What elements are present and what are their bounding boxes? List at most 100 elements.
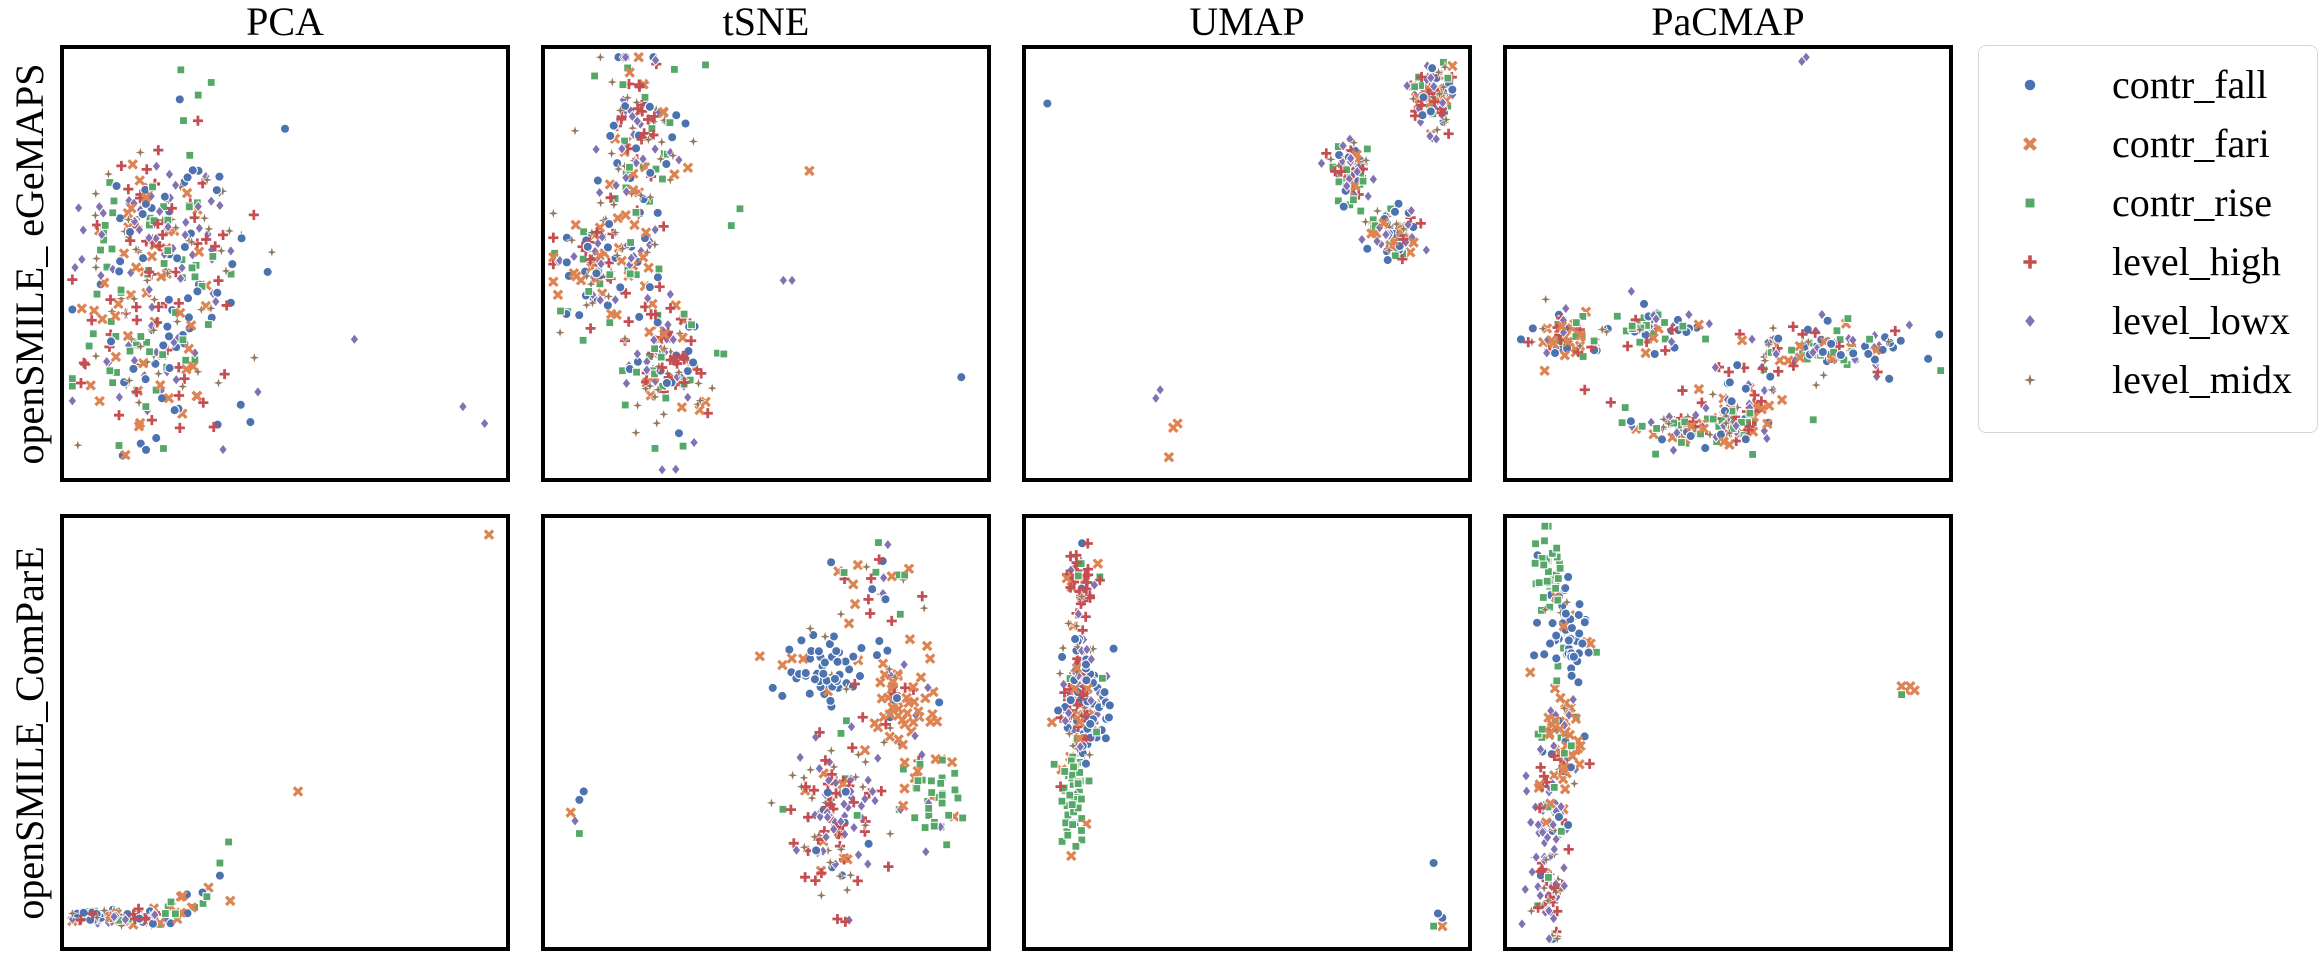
point-contr_rise: [145, 347, 154, 357]
point-level_lowx: [1368, 173, 1379, 186]
point-contr_fall: [809, 674, 821, 685]
point-contr_rise: [100, 221, 110, 230]
point-level_midx: [1817, 368, 1831, 382]
point-level_lowx: [632, 347, 643, 360]
point-level_midx: [88, 208, 102, 222]
point-level_high: [1810, 327, 1821, 338]
point-level_midx: [1062, 616, 1076, 630]
point-contr_fari: [1534, 779, 1545, 790]
point-contr_fari: [1447, 60, 1458, 72]
point-contr_fari: [1073, 733, 1085, 745]
point-contr_fall: [1531, 617, 1543, 628]
point-contr_fari: [644, 326, 655, 338]
point-level_midx: [553, 326, 567, 340]
point-contr_rise: [1620, 403, 1630, 412]
point-contr_rise: [67, 374, 77, 384]
point-contr_fari: [1554, 723, 1566, 735]
point-contr_fall: [1056, 651, 1068, 663]
point-level_high: [131, 387, 142, 398]
point-level_lowx: [1568, 693, 1579, 706]
point-level_midx: [1706, 387, 1720, 401]
point-level_high: [876, 785, 887, 797]
point-level_midx: [856, 780, 870, 794]
point-contr_rise: [1544, 873, 1553, 882]
point-level_high: [1436, 107, 1447, 118]
legend-item-contr_fall: contr_fall: [1979, 56, 2319, 114]
point-contr_rise: [913, 776, 923, 786]
point-contr_fall: [1922, 353, 1934, 364]
point-contr_rise: [936, 778, 946, 788]
point-contr_fall: [1895, 335, 1906, 346]
point-level_midx: [169, 221, 183, 235]
legend-symbol-level_high: [2023, 255, 2037, 269]
point-level_high: [810, 875, 821, 886]
point-level_midx: [1766, 321, 1780, 335]
point-contr_fall: [854, 670, 866, 682]
point-contr_rise: [114, 441, 124, 450]
point-contr_rise: [160, 909, 170, 918]
point-level_lowx: [668, 333, 679, 346]
point-level_lowx: [1762, 432, 1772, 445]
point-level_lowx: [1527, 865, 1538, 878]
point-contr_fall: [644, 281, 656, 293]
point-contr_fari: [1559, 350, 1571, 361]
point-level_midx: [140, 273, 154, 287]
point-level_midx: [147, 323, 161, 337]
point-level_lowx: [1345, 152, 1356, 165]
point-contr_fall: [574, 794, 585, 806]
point-contr_fall: [150, 358, 161, 369]
point-level_high: [125, 235, 136, 246]
point-contr_rise: [116, 285, 126, 295]
point-contr_rise: [1390, 251, 1400, 261]
point-contr_fari: [1575, 329, 1587, 341]
point-level_lowx: [144, 231, 154, 244]
point-level_high: [192, 238, 203, 249]
point-contr_fall: [644, 101, 655, 112]
point-level_midx: [90, 252, 104, 266]
point-level_lowx: [870, 794, 880, 807]
point-contr_fall: [1081, 675, 1092, 686]
point-contr_fall: [819, 657, 831, 668]
point-level_high: [1059, 687, 1070, 698]
point-contr_rise: [1531, 539, 1540, 549]
point-contr_rise: [726, 221, 736, 231]
point-level_lowx: [849, 821, 859, 834]
point-level_high: [174, 422, 185, 433]
point-contr_fari: [193, 246, 205, 258]
point-level_high: [1055, 781, 1066, 792]
point-contr_fall: [1656, 434, 1668, 445]
point-level_lowx: [1531, 851, 1541, 864]
point-contr_rise: [1057, 796, 1067, 806]
point-level_midx: [134, 340, 148, 353]
scatter-plot: [1515, 51, 1946, 459]
point-level_lowx: [593, 237, 603, 250]
point-contr_fall: [67, 304, 78, 315]
point-contr_fall: [1099, 687, 1110, 698]
point-level_midx: [610, 249, 624, 262]
point-level_midx: [97, 904, 111, 918]
point-contr_rise: [618, 80, 628, 90]
point-contr_fall: [829, 673, 841, 685]
point-contr_fari: [777, 659, 788, 671]
point-contr_rise: [1652, 424, 1662, 433]
point-contr_rise: [701, 60, 710, 70]
point-contr_rise: [650, 444, 660, 453]
point-contr_rise: [184, 202, 194, 212]
point-contr_rise: [1897, 690, 1907, 700]
point-contr_rise: [1077, 814, 1087, 823]
point-contr_fari: [1082, 683, 1094, 694]
point-contr_fall: [172, 253, 183, 264]
point-contr_rise: [1542, 576, 1552, 586]
point-level_lowx: [621, 377, 632, 390]
point-level_lowx: [878, 571, 889, 584]
point-contr_fall: [162, 321, 173, 332]
point-contr_fari: [786, 653, 798, 664]
point-contr_rise: [1410, 82, 1420, 92]
point-level_lowx: [1904, 318, 1915, 332]
point-level_high: [788, 838, 799, 849]
point-contr_fall: [825, 695, 836, 707]
point-contr_fall: [124, 226, 136, 238]
point-contr_fall: [1579, 731, 1590, 742]
point-contr_fari: [118, 248, 130, 259]
point-level_midx: [693, 394, 707, 408]
